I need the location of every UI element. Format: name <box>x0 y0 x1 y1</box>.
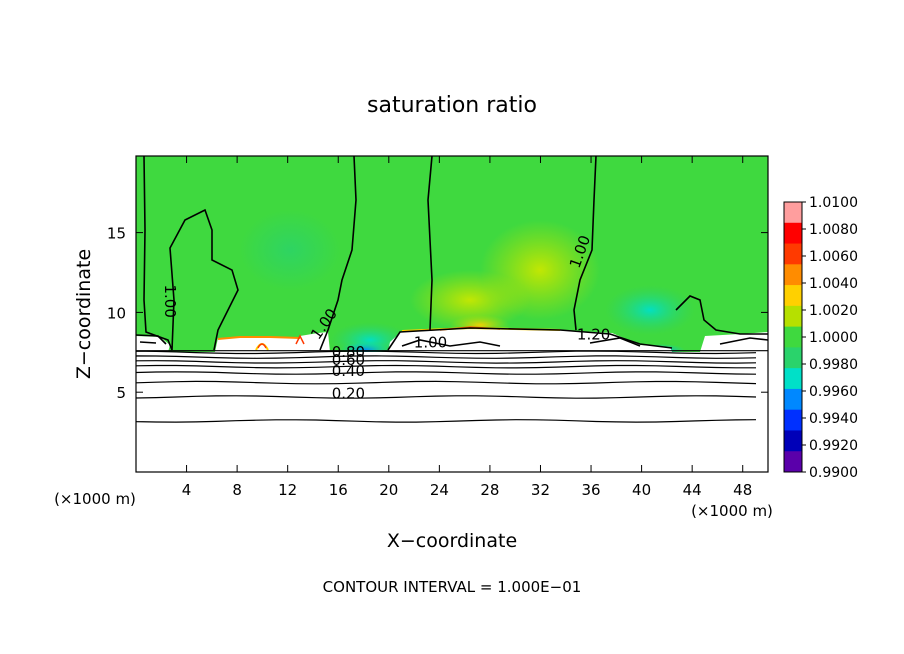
contour-1-00-left <box>143 156 173 351</box>
horizontal-contour <box>136 395 757 399</box>
plot-area: 1.001.00 1.00 1.201.000.800.600.400.20 <box>136 156 768 472</box>
contour-1-00-mid <box>319 156 357 351</box>
x-tick-label: 32 <box>531 481 550 499</box>
colorbar: 1.0100 1.0080 1.0060 1.0040 1.0020 1.0000 0.99… <box>783 195 858 481</box>
horizontal-contours <box>136 350 768 423</box>
subsaturated-region-a <box>240 210 340 290</box>
colorbar-label: 1.0040 <box>809 276 858 292</box>
x-tick-label: 8 <box>232 481 242 499</box>
x-tick-label: 48 <box>733 481 752 499</box>
contour-label: 0.20 <box>332 385 365 403</box>
horizontal-contour <box>136 364 756 369</box>
contour-1-00-right <box>573 156 597 331</box>
colorbar-label: 1.0060 <box>809 249 858 265</box>
contour-label: 0.80 <box>332 343 365 361</box>
contour-patch-right-inner <box>719 337 768 345</box>
contour-1-00-center <box>427 156 433 331</box>
contour-label: 1.00 <box>414 334 447 352</box>
plot-frame <box>135 155 769 473</box>
contour-interval-footer: CONTOUR INTERVAL = 1.000E−01 <box>323 578 582 596</box>
colorbar-swatch <box>784 305 802 328</box>
colorbar-swatch <box>784 347 802 369</box>
contour-patch-right <box>675 295 768 335</box>
x-tick-label: 16 <box>329 481 348 499</box>
y-axis-label: Z−coordinate <box>73 249 95 379</box>
colorbar-label: 1.0100 <box>809 195 858 211</box>
white-patch-c <box>388 329 672 352</box>
white-patch-a <box>215 337 318 352</box>
x-tick-label: 40 <box>632 481 651 499</box>
x-unit-left: (×1000 m) <box>54 490 136 508</box>
colorbar-swatch <box>784 264 802 286</box>
horizontal-contour <box>136 360 757 364</box>
x-tick-label: 4 <box>182 481 192 499</box>
colorbar-swatch <box>784 409 802 431</box>
contour-patch-left-inner <box>139 341 157 344</box>
colorbar-swatch <box>784 368 802 390</box>
x-tick-label: 12 <box>278 481 297 499</box>
edge-red-b <box>295 334 305 345</box>
colorbar-label: 1.0080 <box>809 222 858 238</box>
x-tick-label: 20 <box>379 481 398 499</box>
colorbar-label: 0.9940 <box>809 411 858 427</box>
y-axis-ticks: 5 10 15 <box>107 225 768 402</box>
colorbar-swatch <box>784 430 802 452</box>
x-tick-label: 36 <box>581 481 600 499</box>
colorbar-swatch <box>784 451 802 473</box>
lower-layer <box>136 352 768 472</box>
contour-patch-c-inner-b <box>589 337 641 347</box>
colorbar-swatch <box>784 285 802 307</box>
contour-patch-c-inner <box>401 339 501 347</box>
contour-lines <box>136 156 768 351</box>
colorbar-label: 0.9900 <box>809 465 858 481</box>
contour-label: 0.40 <box>332 362 365 380</box>
colorbar-swatch <box>784 222 802 245</box>
x-tick-label: 24 <box>430 481 449 499</box>
horizontal-contour <box>136 350 757 355</box>
contour-patch-left <box>136 334 167 345</box>
x-tick-label: 28 <box>480 481 499 499</box>
horizontal-contour <box>136 380 757 385</box>
chart-title: saturation ratio <box>367 93 537 118</box>
white-patch-b <box>300 332 330 352</box>
x-tick-label: 44 <box>683 481 702 499</box>
contour-label: 1.20 <box>577 326 610 344</box>
edge-orange <box>217 336 301 340</box>
x-unit-right: (×1000 m) <box>691 502 773 520</box>
contour-label: 0.60 <box>332 351 365 369</box>
x-axis-label: X−coordinate <box>387 530 517 552</box>
y-tick-label: 10 <box>107 304 126 322</box>
contour-patch-c <box>387 327 673 351</box>
contour-labels: 1.001.00 1.00 1.201.000.800.600.400.20 <box>161 233 610 403</box>
colorbar-swatch <box>784 388 802 411</box>
x-axis-ticks: 4 8 12 16 20 24 28 32 36 40 44 48 <box>182 156 752 499</box>
colorbar-swatch <box>784 202 802 224</box>
colorbar-swatch <box>784 326 802 348</box>
horizontal-contour <box>136 419 757 423</box>
contour-1-00-lobe <box>169 208 239 351</box>
contour-label: 1.00 <box>161 284 179 317</box>
edge-red <box>257 343 267 349</box>
colorbar-label: 0.9980 <box>809 357 858 373</box>
colorbar-swatch <box>784 243 802 265</box>
supersaturated-region-b <box>410 270 530 330</box>
horizontal-contour <box>136 355 757 359</box>
colorbar-label: 0.9960 <box>809 384 858 400</box>
colorbar-label: 0.9920 <box>809 438 858 454</box>
colorbar-label: 1.0020 <box>809 303 858 319</box>
horizontal-contour <box>136 371 757 375</box>
y-tick-label: 5 <box>116 384 126 402</box>
subsaturated-region-b <box>605 285 695 335</box>
colorbar-label: 1.0000 <box>809 330 858 346</box>
y-tick-label: 15 <box>107 225 126 243</box>
